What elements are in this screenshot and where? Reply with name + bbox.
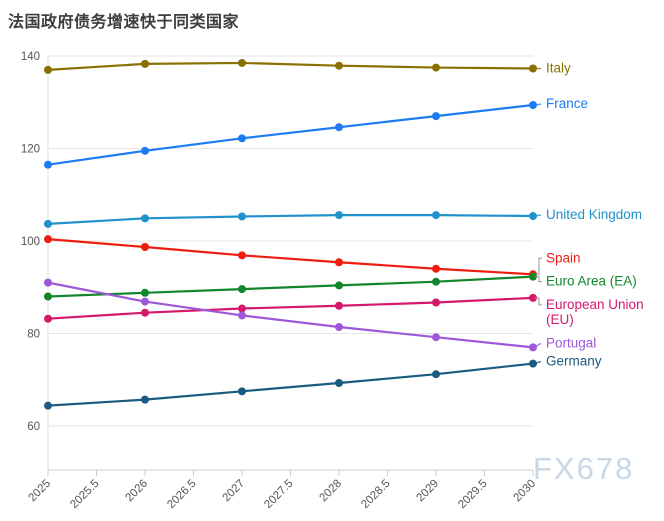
legend-connector-european-union-eu xyxy=(535,297,542,306)
watermark: FX678 xyxy=(533,451,635,486)
series-line-portugal xyxy=(47,281,534,349)
data-point-italy xyxy=(141,59,149,68)
data-point-portugal xyxy=(44,278,52,287)
y-tick-label: 120 xyxy=(21,144,40,156)
data-point-spain xyxy=(335,258,343,267)
x-tick-label: 2027 xyxy=(221,478,248,505)
series-line-spain xyxy=(47,238,534,276)
data-point-germany xyxy=(335,378,343,387)
data-point-italy xyxy=(432,63,440,72)
data-point-united-kingdom xyxy=(335,211,343,220)
legend-connector-portugal xyxy=(533,342,542,348)
data-point-france xyxy=(44,160,52,169)
x-tick-label: 2029 xyxy=(415,478,442,505)
data-point-germany xyxy=(432,370,440,379)
x-tick-label: 2028 xyxy=(318,478,345,505)
data-point-france xyxy=(335,123,343,132)
data-point-germany xyxy=(238,387,246,396)
y-tick-label: 80 xyxy=(27,329,40,341)
legend-label-portugal: Portugal xyxy=(546,335,596,350)
data-point-portugal xyxy=(335,323,343,332)
data-point-euro-area-ea xyxy=(335,281,343,290)
data-point-germany xyxy=(44,401,52,410)
data-point-euro-area-ea xyxy=(238,285,246,294)
data-point-european-union-eu xyxy=(432,298,440,307)
legend-connector-france xyxy=(533,103,542,106)
data-point-european-union-eu xyxy=(238,304,246,313)
data-point-united-kingdom xyxy=(141,214,149,223)
legend-label-european-union-eu: European Union xyxy=(546,297,644,312)
data-point-united-kingdom xyxy=(238,212,246,221)
x-tick-label: 2026 xyxy=(124,478,151,505)
series-line-france xyxy=(47,103,534,166)
y-tick-label: 140 xyxy=(21,51,40,63)
legend-label-united-kingdom: United Kingdom xyxy=(546,207,642,222)
legend-label-european-union-eu: (EU) xyxy=(546,312,574,327)
data-point-spain xyxy=(432,264,440,273)
x-tick-label: 2025.5 xyxy=(68,478,101,511)
legend-label-italy: Italy xyxy=(546,60,571,75)
series-line-euro-area-ea xyxy=(47,275,534,298)
series-line-italy xyxy=(47,61,534,71)
data-point-european-union-eu xyxy=(529,293,537,302)
data-point-france xyxy=(238,134,246,143)
x-tick-label: 2026.5 xyxy=(165,478,198,511)
data-point-european-union-eu xyxy=(44,314,52,323)
data-point-spain xyxy=(44,235,52,244)
data-point-euro-area-ea xyxy=(529,272,537,281)
x-tick-label: 2028.5 xyxy=(359,478,392,511)
series-line-united-kingdom xyxy=(47,214,534,225)
legend-connector-united-kingdom xyxy=(533,214,542,217)
legend-connector-germany xyxy=(533,360,542,365)
data-point-portugal xyxy=(141,297,149,306)
data-point-euro-area-ea xyxy=(141,288,149,297)
data-point-united-kingdom xyxy=(432,211,440,220)
data-point-united-kingdom xyxy=(44,219,52,228)
series-line-germany xyxy=(47,362,534,407)
data-point-italy xyxy=(238,58,246,67)
x-tick-label: 2029.5 xyxy=(456,478,489,511)
legend-label-france: France xyxy=(546,96,588,111)
data-point-italy xyxy=(335,61,343,70)
data-point-germany xyxy=(529,359,537,368)
legend-label-germany: Germany xyxy=(546,354,602,369)
data-point-united-kingdom xyxy=(529,212,537,221)
legend-label-euro-area-ea: Euro Area (EA) xyxy=(546,274,637,289)
data-point-france xyxy=(141,146,149,155)
data-point-italy xyxy=(44,65,52,74)
data-point-euro-area-ea xyxy=(44,292,52,301)
data-point-portugal xyxy=(529,343,537,352)
data-point-euro-area-ea xyxy=(432,277,440,286)
y-tick-label: 100 xyxy=(21,236,40,248)
legend-label-spain: Spain xyxy=(546,250,581,265)
data-point-italy xyxy=(529,64,537,73)
legend-connector-euro-area-ea xyxy=(535,276,542,283)
data-point-france xyxy=(432,112,440,121)
data-point-germany xyxy=(141,395,149,404)
series-line-european-union-eu xyxy=(47,296,534,320)
data-point-portugal xyxy=(432,333,440,342)
x-tick-label: 2025 xyxy=(27,478,54,505)
y-tick-label: 60 xyxy=(27,421,40,433)
data-point-spain xyxy=(238,251,246,260)
data-point-portugal xyxy=(238,311,246,320)
data-point-spain xyxy=(141,243,149,252)
data-point-france xyxy=(529,101,537,110)
data-point-european-union-eu xyxy=(335,301,343,310)
chart-title: 法国政府债务增速快于同类国家 xyxy=(8,14,240,31)
legend-connector-spain xyxy=(535,257,542,275)
data-point-european-union-eu xyxy=(141,308,149,317)
x-tick-label: 2027.5 xyxy=(262,478,295,511)
